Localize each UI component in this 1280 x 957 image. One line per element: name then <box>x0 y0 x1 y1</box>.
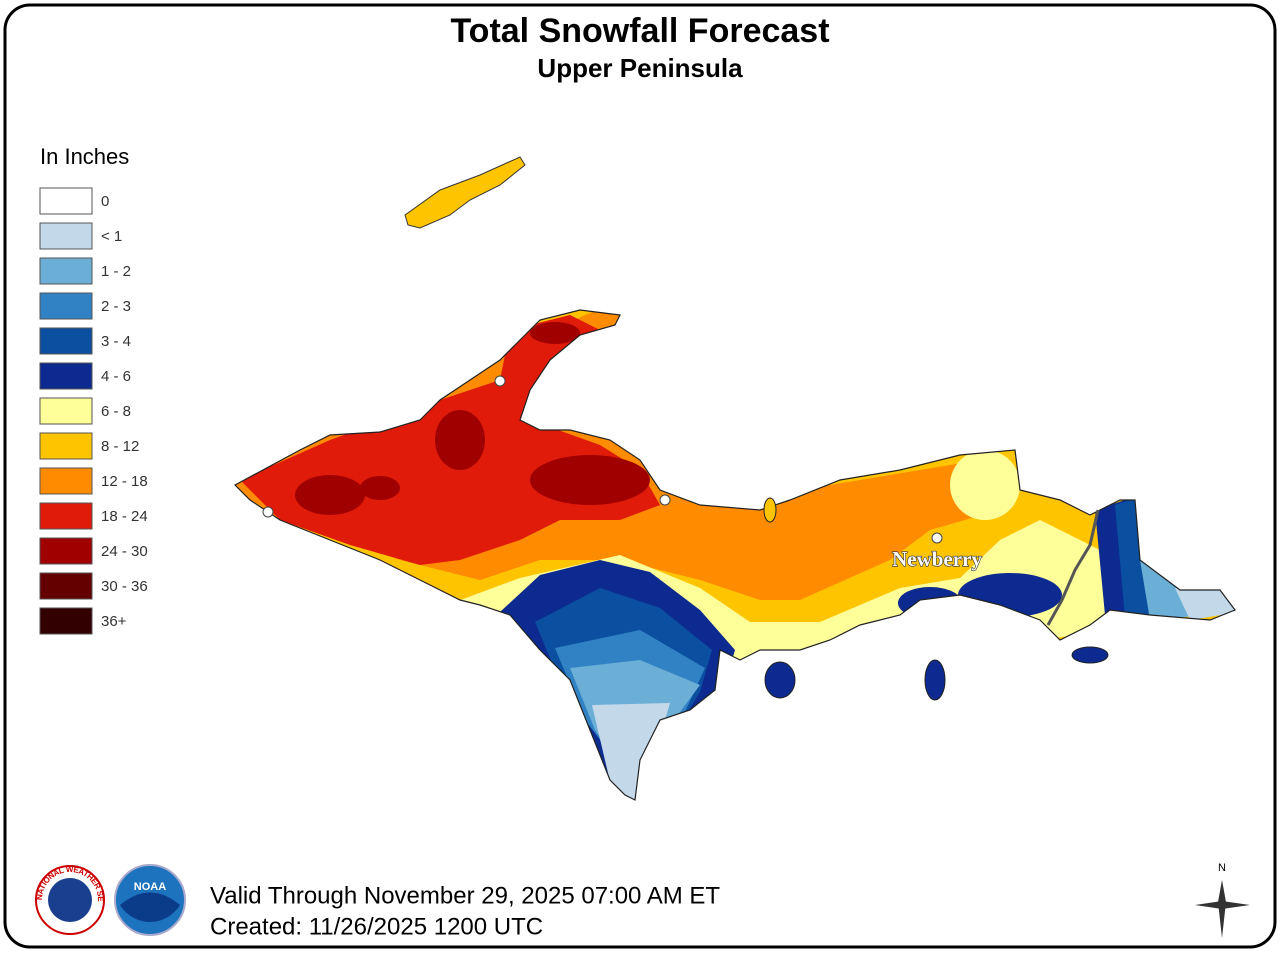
island <box>1071 646 1109 664</box>
compass-needle <box>1195 901 1250 909</box>
region <box>592 703 670 800</box>
legend-swatch <box>39 362 93 390</box>
legend-label: 24 - 30 <box>101 543 148 560</box>
legend-swatch <box>39 397 93 425</box>
county-line <box>1046 509 1100 626</box>
isle-royale <box>404 156 526 229</box>
region <box>950 450 1020 520</box>
title: Total Snowfall Forecast <box>450 12 829 50</box>
noaa-wave <box>120 892 180 922</box>
compass-label: N <box>1218 862 1226 874</box>
legend-swatch <box>39 537 93 565</box>
legend-label: 6 - 8 <box>101 403 131 420</box>
legend-label: 0 <box>101 193 109 210</box>
noaa-text: NOAA <box>134 881 166 893</box>
legend-label: 1 - 2 <box>101 263 131 280</box>
island <box>763 497 777 523</box>
subtitle: Upper Peninsula <box>537 53 743 83</box>
noaa-logo: NOAA <box>114 864 186 936</box>
legend-label: 30 - 36 <box>101 578 148 595</box>
island <box>764 661 796 699</box>
created-text: Created: 11/26/2025 1200 UTC <box>210 913 543 940</box>
legend-swatch <box>39 292 93 320</box>
legend-label: 12 - 18 <box>101 473 148 490</box>
legend-label: 4 - 6 <box>101 368 131 385</box>
legend-swatch <box>39 607 93 635</box>
legend-label: 3 - 4 <box>101 333 131 350</box>
city-dot <box>262 506 274 518</box>
legend-label: < 1 <box>101 228 122 245</box>
city-dot <box>659 494 671 506</box>
legend-swatch <box>39 187 93 215</box>
valid-text: Valid Through November 29, 2025 07:00 AM… <box>210 882 720 909</box>
legend-swatch <box>39 572 93 600</box>
legend-swatch <box>39 257 93 285</box>
legend-label: 8 - 12 <box>101 438 139 455</box>
legend-swatch <box>39 467 93 495</box>
legend-label: 36+ <box>101 613 127 630</box>
legend-swatch <box>39 502 93 530</box>
nws-center <box>48 878 92 922</box>
city-label: Newberry <box>892 547 982 571</box>
legend-title: In Inches <box>40 144 129 169</box>
region <box>435 410 485 470</box>
legend-swatch <box>39 327 93 355</box>
region <box>295 475 365 515</box>
region <box>530 322 580 344</box>
city-dot <box>931 532 943 544</box>
legend-swatch <box>39 222 93 250</box>
city-dot <box>494 375 506 387</box>
region <box>530 455 650 505</box>
legend-label: 2 - 3 <box>101 298 131 315</box>
region <box>1175 588 1235 620</box>
island <box>924 659 946 701</box>
compass: N <box>1195 862 1250 938</box>
legend-swatch <box>39 432 93 460</box>
legend-label: 18 - 24 <box>101 508 148 525</box>
region <box>360 476 400 500</box>
legend: 0 < 1 1 - 2 2 - 3 3 - 4 4 - 6 6 - 8 8 - 12 12 - … <box>39 187 148 635</box>
